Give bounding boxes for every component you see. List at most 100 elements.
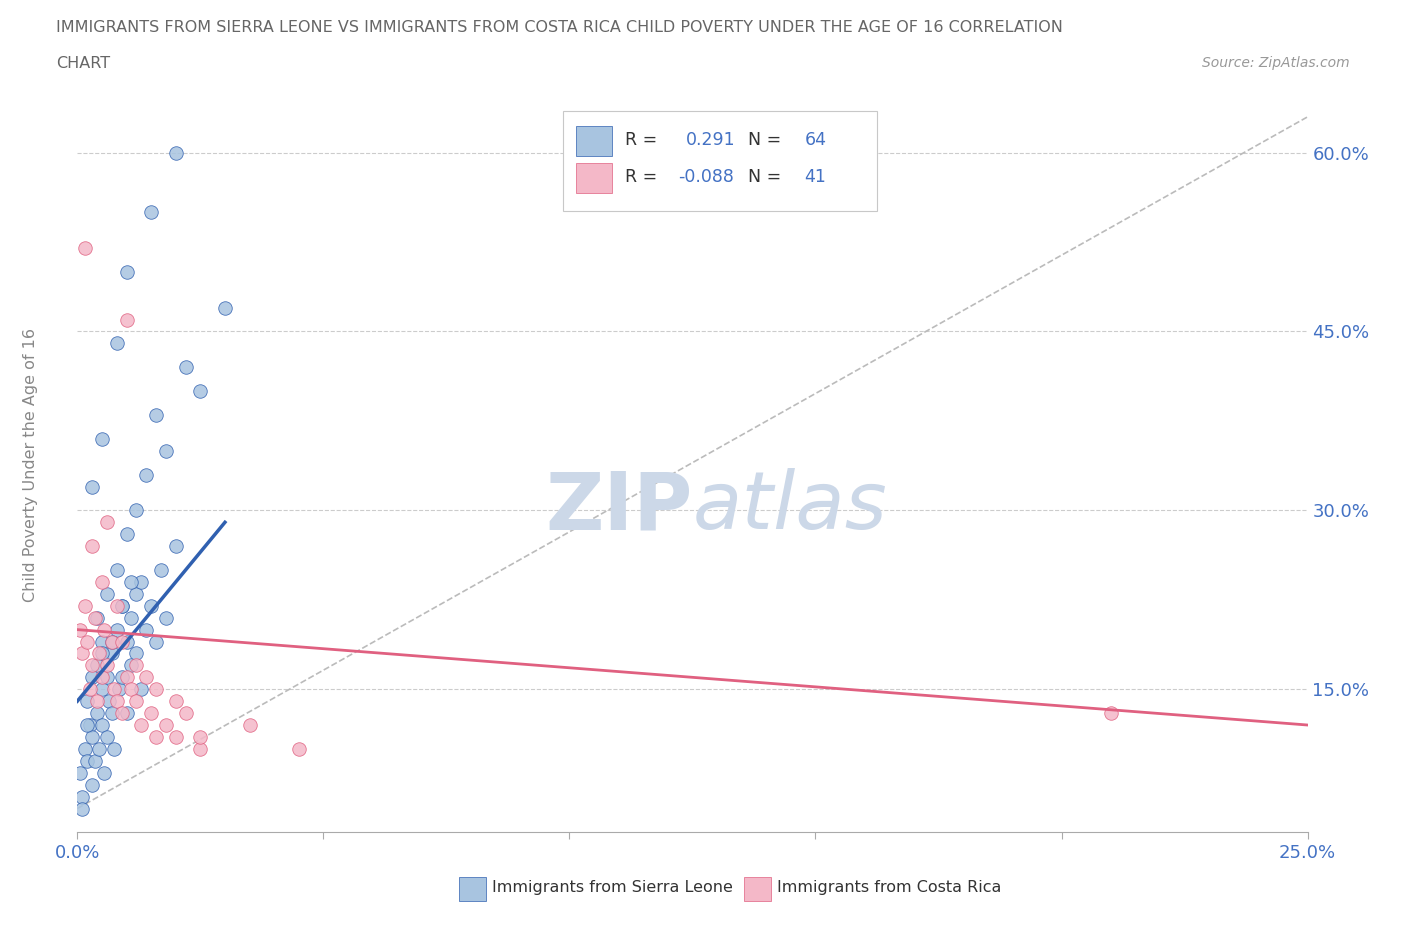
Point: [96, 729, 118, 744]
Text: Child Poverty Under the Age of 16: Child Poverty Under the Age of 16: [24, 328, 38, 602]
Point: [70, 801, 93, 816]
Point: [174, 360, 197, 375]
Point: [86, 658, 108, 672]
Point: [69, 765, 91, 780]
Text: N =: N =: [748, 168, 786, 186]
Point: [79, 718, 101, 733]
Point: [105, 336, 128, 351]
Text: 0.291: 0.291: [686, 131, 735, 150]
Point: [93, 765, 115, 780]
Text: N =: N =: [748, 131, 786, 150]
Text: Immigrants from Sierra Leone: Immigrants from Sierra Leone: [492, 880, 733, 895]
Point: [165, 694, 187, 709]
Text: 41: 41: [804, 168, 827, 186]
Point: [83, 753, 105, 768]
Point: [125, 646, 148, 661]
Point: [79, 682, 101, 697]
Point: [76, 753, 98, 768]
Point: [155, 444, 177, 458]
Point: [82, 777, 104, 792]
FancyBboxPatch shape: [564, 112, 877, 211]
Point: [101, 706, 124, 721]
Point: [73, 598, 96, 613]
Point: [73, 741, 96, 756]
Point: [105, 694, 128, 709]
Point: [86, 706, 108, 721]
Point: [145, 407, 167, 422]
Text: R =: R =: [624, 168, 662, 186]
Point: [103, 682, 125, 697]
Text: R =: R =: [624, 131, 662, 150]
Point: [121, 610, 143, 625]
Point: [76, 694, 98, 709]
Point: [89, 646, 111, 661]
Point: [115, 670, 138, 684]
Point: [111, 598, 132, 613]
Point: [135, 670, 157, 684]
Point: [150, 563, 173, 578]
Point: [1099, 706, 1122, 721]
Point: [90, 432, 114, 446]
Text: -0.088: -0.088: [678, 168, 734, 186]
Bar: [575, 126, 613, 156]
Point: [239, 718, 262, 733]
Point: [125, 658, 148, 672]
Point: [103, 741, 125, 756]
Point: [82, 729, 104, 744]
Point: [90, 634, 114, 649]
Point: [108, 682, 131, 697]
Point: [115, 312, 138, 327]
Point: [121, 682, 143, 697]
Point: [121, 575, 143, 590]
Point: [174, 706, 197, 721]
Point: [101, 646, 124, 661]
Point: [90, 682, 114, 697]
Text: ZIP: ZIP: [546, 468, 693, 546]
Point: [125, 694, 148, 709]
Text: 64: 64: [804, 131, 827, 150]
Point: [141, 205, 163, 219]
Point: [86, 694, 108, 709]
Bar: [744, 877, 772, 901]
Point: [82, 670, 104, 684]
Point: [125, 587, 148, 602]
Text: CHART: CHART: [56, 56, 110, 71]
Point: [90, 670, 114, 684]
Point: [115, 264, 138, 279]
Point: [111, 706, 132, 721]
Text: Immigrants from Costa Rica: Immigrants from Costa Rica: [778, 880, 1001, 895]
Point: [76, 634, 98, 649]
Point: [188, 741, 212, 756]
Point: [101, 634, 124, 649]
Point: [115, 634, 138, 649]
Point: [188, 729, 212, 744]
Point: [129, 718, 153, 733]
Point: [145, 729, 167, 744]
Point: [96, 587, 118, 602]
Point: [111, 670, 132, 684]
Point: [135, 467, 157, 482]
Point: [105, 563, 128, 578]
Point: [145, 682, 167, 697]
Point: [83, 610, 105, 625]
Point: [111, 598, 132, 613]
Point: [129, 682, 153, 697]
Point: [288, 741, 311, 756]
Bar: [575, 164, 613, 193]
Point: [82, 658, 104, 672]
Point: [82, 538, 104, 553]
Point: [96, 658, 118, 672]
Text: IMMIGRANTS FROM SIERRA LEONE VS IMMIGRANTS FROM COSTA RICA CHILD POVERTY UNDER T: IMMIGRANTS FROM SIERRA LEONE VS IMMIGRAN…: [56, 20, 1063, 35]
Point: [115, 526, 138, 541]
Point: [141, 706, 163, 721]
Point: [111, 634, 132, 649]
Point: [70, 790, 93, 804]
Point: [135, 622, 157, 637]
Point: [82, 479, 104, 494]
Point: [105, 622, 128, 637]
Point: [90, 718, 114, 733]
Point: [93, 622, 115, 637]
Point: [155, 610, 177, 625]
Point: [214, 300, 236, 315]
Point: [86, 610, 108, 625]
